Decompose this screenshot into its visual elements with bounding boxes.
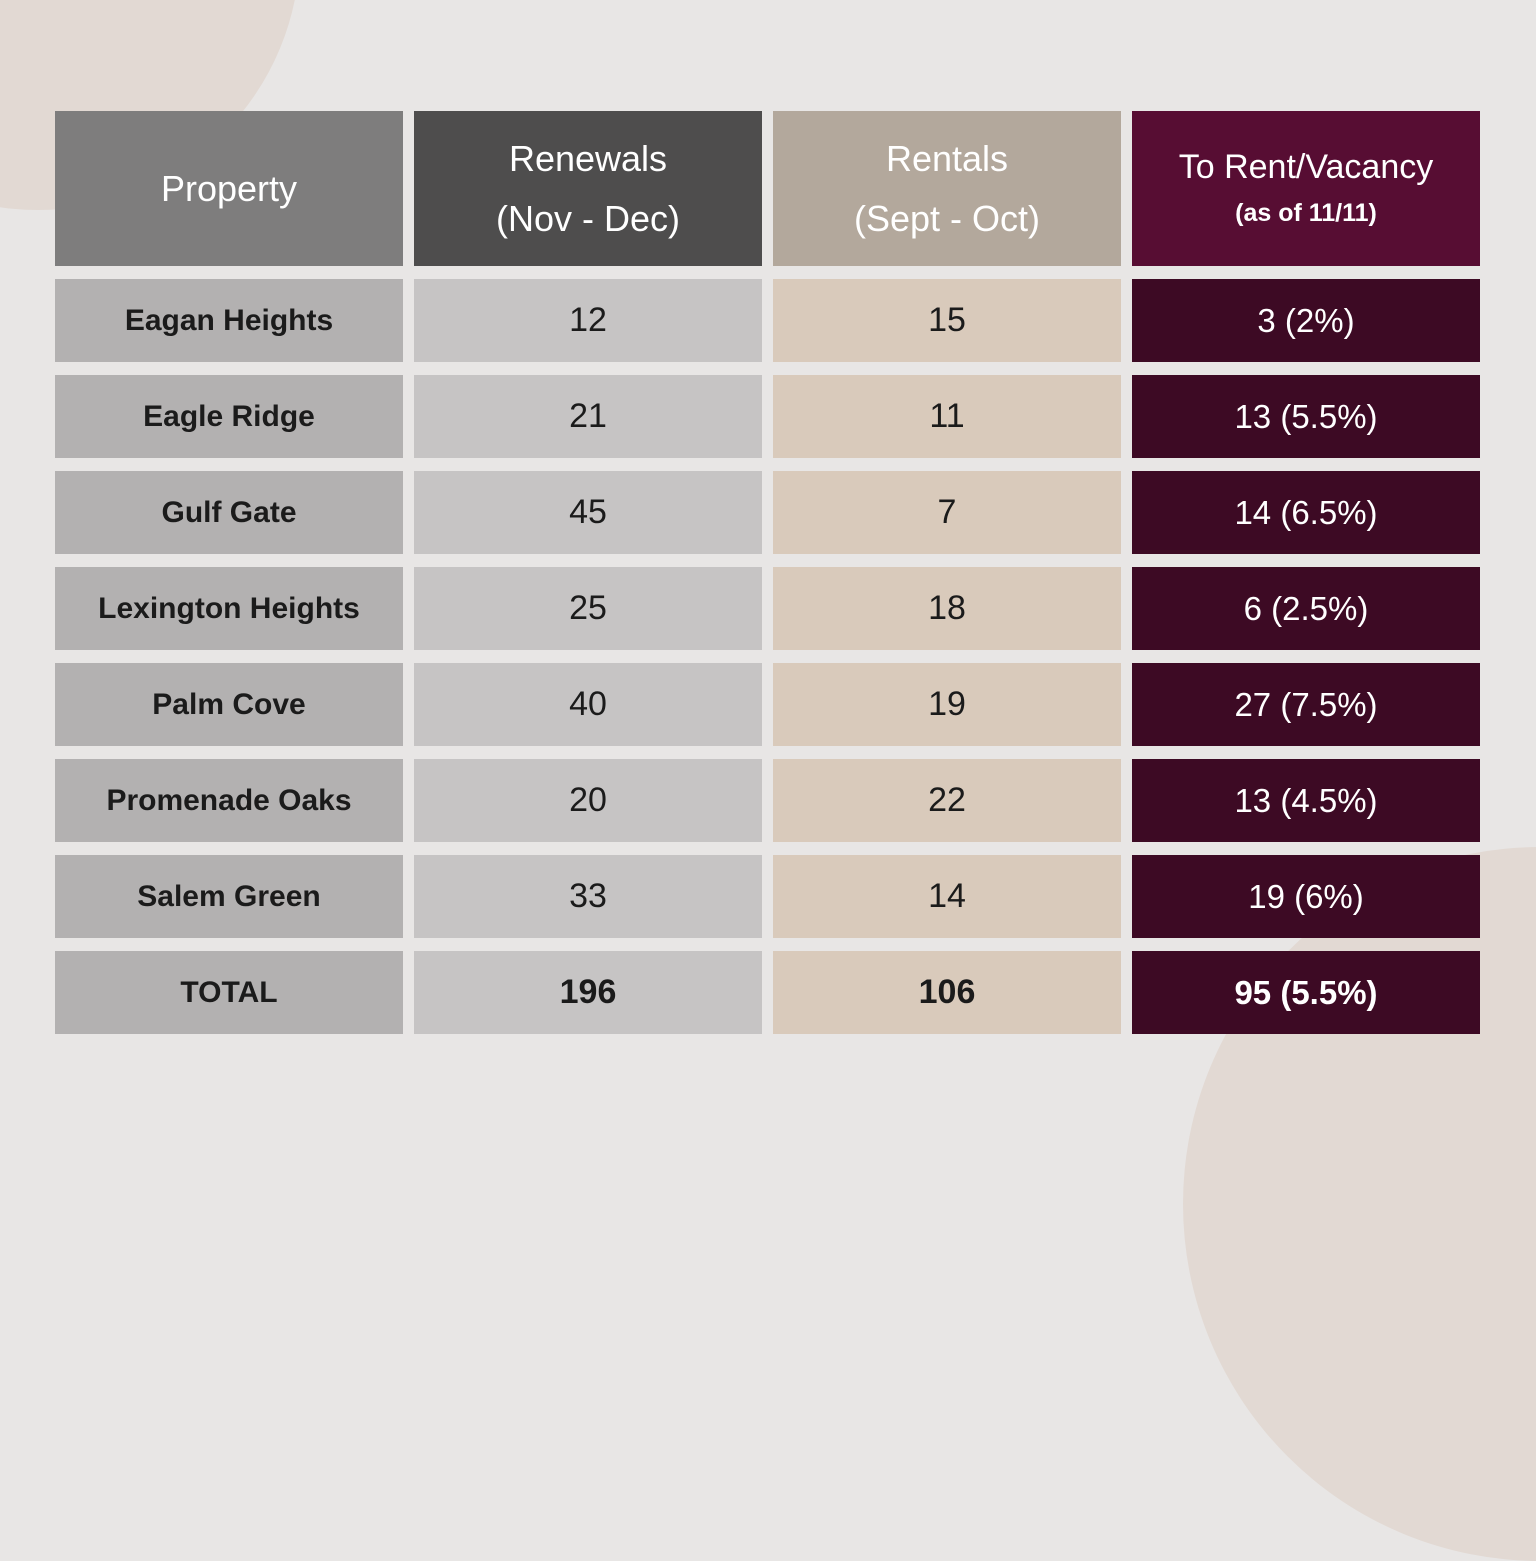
cell-renewals: 25	[414, 567, 762, 650]
cell-property: Salem Green	[55, 855, 403, 938]
cell-rentals: 15	[773, 279, 1121, 362]
cell-vacancy: 19 (6%)	[1132, 855, 1480, 938]
cell-rentals: 19	[773, 663, 1121, 746]
column-header-label: Rentals	[885, 137, 1009, 179]
cell-vacancy: 13 (5.5%)	[1132, 375, 1480, 458]
cell-renewals: 45	[414, 471, 762, 554]
column-header-sublabel: (Sept - Oct)	[853, 197, 1041, 239]
cell-rentals: 22	[773, 759, 1121, 842]
cell-vacancy: 6 (2.5%)	[1132, 567, 1480, 650]
column-header-vacancy: To Rent/Vacancy (as of 11/11)	[1132, 111, 1480, 266]
column-header-renewals: Renewals (Nov - Dec)	[414, 111, 762, 266]
cell-property: Lexington Heights	[55, 567, 403, 650]
occupancy-table: Property Renewals (Nov - Dec) Rentals (S…	[55, 111, 1480, 1034]
cell-renewals: 12	[414, 279, 762, 362]
column-header-rentals: Rentals (Sept - Oct)	[773, 111, 1121, 266]
cell-renewals-total: 196	[414, 951, 762, 1034]
column-header-sublabel: (Nov - Dec)	[495, 197, 680, 239]
cell-vacancy-total: 95 (5.5%)	[1132, 951, 1480, 1034]
cell-vacancy: 3 (2%)	[1132, 279, 1480, 362]
cell-property: Palm Cove	[55, 663, 403, 746]
cell-property: Promenade Oaks	[55, 759, 403, 842]
cell-renewals: 20	[414, 759, 762, 842]
cell-renewals: 21	[414, 375, 762, 458]
cell-rentals: 7	[773, 471, 1121, 554]
cell-property: Eagan Heights	[55, 279, 403, 362]
cell-rentals-total: 106	[773, 951, 1121, 1034]
column-header-label: Property	[160, 167, 298, 209]
cell-rentals: 18	[773, 567, 1121, 650]
cell-property-total: TOTAL	[55, 951, 403, 1034]
cell-renewals: 40	[414, 663, 762, 746]
cell-rentals: 14	[773, 855, 1121, 938]
cell-rentals: 11	[773, 375, 1121, 458]
column-header-label: To Rent/Vacancy	[1178, 148, 1434, 187]
cell-vacancy: 14 (6.5%)	[1132, 471, 1480, 554]
cell-vacancy: 13 (4.5%)	[1132, 759, 1480, 842]
cell-vacancy: 27 (7.5%)	[1132, 663, 1480, 746]
column-header-label: Renewals	[508, 137, 668, 179]
cell-property: Eagle Ridge	[55, 375, 403, 458]
column-header-property: Property	[55, 111, 403, 266]
cell-property: Gulf Gate	[55, 471, 403, 554]
column-header-sublabel: (as of 11/11)	[1235, 199, 1377, 228]
cell-renewals: 33	[414, 855, 762, 938]
